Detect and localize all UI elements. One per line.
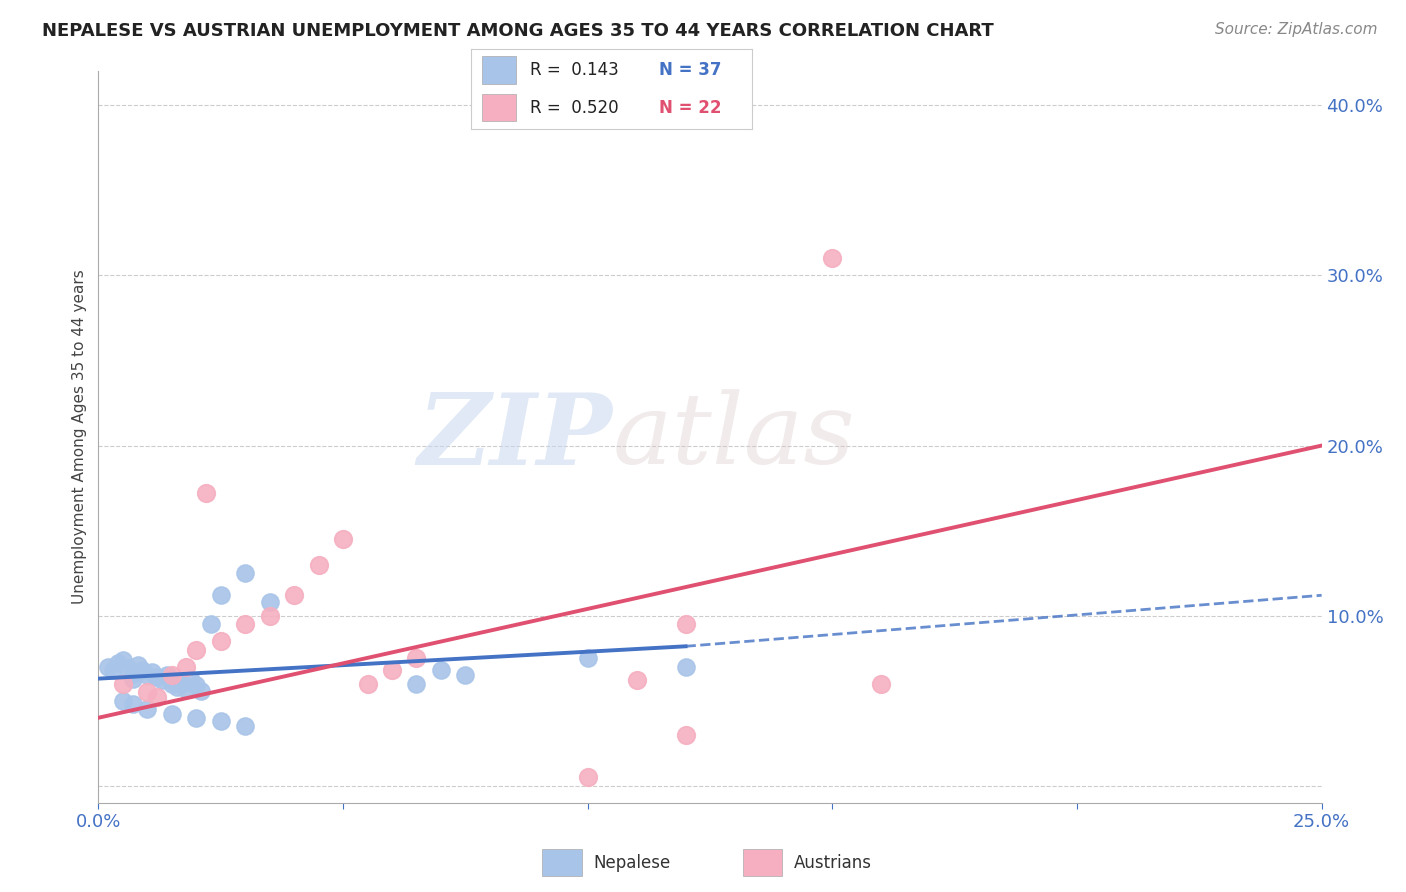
Point [186,642,208,657]
Point [121,672,143,686]
Text: Source: ZipAtlas.com: Source: ZipAtlas.com [1215,22,1378,37]
Point [454,668,477,682]
Point [146,670,169,684]
Point [166,680,188,694]
Point [626,673,648,688]
Point [675,728,697,742]
Point [209,634,232,648]
Point [233,566,256,581]
Point [332,532,354,546]
Point [186,711,208,725]
Point [356,677,378,691]
Point [131,663,153,677]
Point [190,683,212,698]
Point [127,658,149,673]
Text: N = 22: N = 22 [659,99,721,117]
Point [150,673,173,688]
Point [160,677,183,691]
Point [576,770,599,784]
Text: ZIP: ZIP [418,389,612,485]
Point [136,668,159,682]
Point [107,657,129,671]
Point [283,588,305,602]
Point [195,486,218,500]
Point [381,663,404,677]
Point [209,714,232,728]
FancyBboxPatch shape [482,94,516,121]
Point [576,651,599,665]
Point [160,707,183,722]
FancyBboxPatch shape [482,56,516,84]
Point [200,617,222,632]
Point [675,659,697,673]
Point [259,608,281,623]
Text: Austrians: Austrians [794,854,872,871]
Point [136,685,159,699]
Point [111,653,134,667]
Point [430,663,453,677]
Point [675,617,697,632]
Point [176,681,198,696]
Point [141,665,163,679]
Point [405,677,427,691]
Point [160,668,183,682]
Point [176,659,198,673]
FancyBboxPatch shape [742,849,782,876]
Point [97,659,120,673]
Text: NEPALESE VS AUSTRIAN UNEMPLOYMENT AMONG AGES 35 TO 44 YEARS CORRELATION CHART: NEPALESE VS AUSTRIAN UNEMPLOYMENT AMONG … [42,22,994,40]
Point [821,252,844,266]
Text: R =  0.520: R = 0.520 [530,99,619,117]
Point [121,697,143,711]
FancyBboxPatch shape [543,849,582,876]
Point [117,661,139,675]
Text: N = 37: N = 37 [659,61,721,78]
Point [121,666,143,681]
Point [209,588,232,602]
Text: Nepalese: Nepalese [593,854,671,871]
Point [146,690,169,705]
Point [186,678,208,692]
Point [136,702,159,716]
Point [180,673,202,688]
Point [111,677,134,691]
Text: atlas: atlas [612,390,855,484]
Point [870,677,893,691]
Point [233,719,256,733]
Y-axis label: Unemployment Among Ages 35 to 44 years: Unemployment Among Ages 35 to 44 years [72,269,87,605]
Point [405,651,427,665]
Point [156,668,179,682]
Point [170,677,193,691]
Text: R =  0.143: R = 0.143 [530,61,619,78]
Point [259,595,281,609]
Point [111,694,134,708]
Point [233,617,256,632]
Point [308,558,330,572]
Point [101,663,124,677]
